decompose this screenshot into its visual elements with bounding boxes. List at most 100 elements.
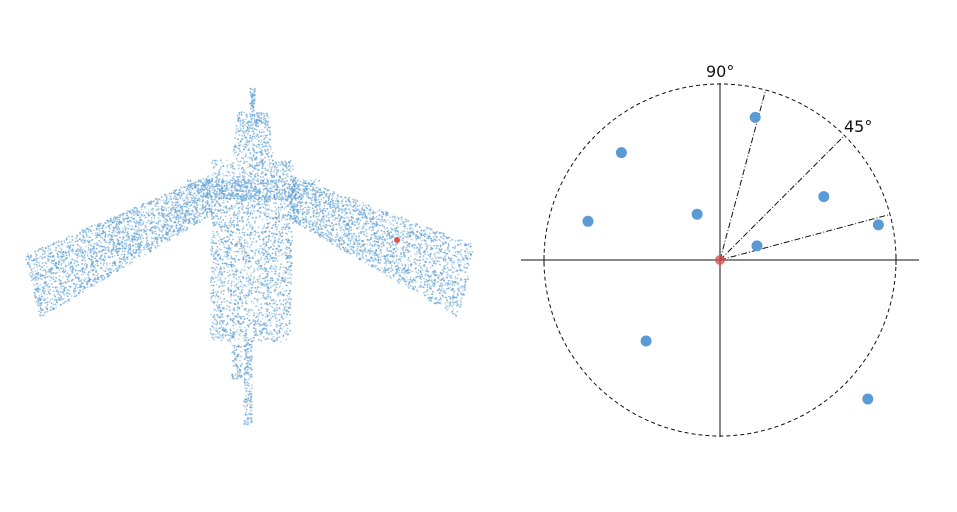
cloud-point <box>242 220 245 223</box>
cloud-point <box>209 203 212 206</box>
cloud-point <box>126 214 128 217</box>
cloud-point <box>282 163 284 166</box>
cloud-point <box>215 336 217 338</box>
cloud-point <box>248 319 251 321</box>
cloud-point <box>126 253 129 256</box>
cloud-point <box>254 280 257 283</box>
cloud-point <box>206 201 209 204</box>
cloud-point <box>286 268 289 271</box>
cloud-point <box>101 224 104 227</box>
cloud-point <box>44 250 46 253</box>
cloud-point <box>216 221 219 224</box>
cloud-point <box>99 257 101 260</box>
cloud-point <box>82 258 85 261</box>
cloud-point <box>220 339 223 342</box>
cloud-point <box>214 203 217 206</box>
cloud-point <box>40 255 42 258</box>
cloud-point <box>290 262 293 264</box>
cloud-point <box>229 317 232 320</box>
cloud-point <box>109 241 111 244</box>
cloud-point <box>233 315 236 317</box>
cloud-point <box>54 280 57 283</box>
cloud-point <box>268 283 270 285</box>
cloud-point <box>283 290 286 293</box>
cloud-point <box>39 273 42 276</box>
cloud-point <box>257 164 260 167</box>
cloud-point <box>229 335 232 337</box>
cloud-point <box>261 163 263 166</box>
cloud-point <box>288 161 291 164</box>
cloud-point <box>173 197 175 200</box>
cloud-point <box>271 163 274 166</box>
cloud-point <box>452 308 455 310</box>
cloud-point <box>266 337 269 339</box>
cloud-point <box>49 279 52 282</box>
cloud-point <box>282 242 285 245</box>
cloud-point <box>112 228 115 230</box>
cloud-point <box>226 271 229 274</box>
cloud-point <box>242 245 245 247</box>
cloud-point <box>285 182 287 185</box>
cloud-point <box>132 251 135 254</box>
cloud-point <box>135 210 138 212</box>
cloud-point <box>235 180 238 183</box>
cloud-point <box>218 304 221 307</box>
cloud-point <box>258 200 261 203</box>
cloud-point <box>134 206 137 209</box>
cloud-point <box>260 179 263 182</box>
cloud-point <box>268 292 271 294</box>
cloud-point <box>55 306 58 309</box>
cloud-point <box>216 330 218 333</box>
cloud-point <box>218 286 221 288</box>
cloud-point <box>91 250 94 252</box>
cloud-point <box>249 279 252 282</box>
cloud-point <box>281 188 284 191</box>
cloud-point <box>113 226 116 229</box>
cloud-point <box>76 239 79 242</box>
cloud-point <box>274 181 276 184</box>
cloud-point <box>117 225 120 228</box>
cloud-point <box>154 230 157 233</box>
cloud-point <box>255 322 257 325</box>
cloud-point <box>236 228 239 231</box>
cloud-point <box>250 275 253 277</box>
cloud-point <box>274 225 277 228</box>
cloud-point <box>242 168 245 171</box>
cloud-point <box>143 214 146 217</box>
cloud-point <box>176 233 179 236</box>
cloud-point <box>278 215 280 217</box>
cloud-point <box>229 174 231 177</box>
cloud-point <box>289 165 292 168</box>
cloud-point <box>70 265 72 268</box>
cloud-point <box>50 306 52 308</box>
cloud-point <box>282 299 285 302</box>
cloud-point <box>70 270 72 272</box>
cloud-point <box>102 224 105 227</box>
cloud-point <box>39 311 42 314</box>
cloud-point <box>194 197 197 200</box>
cloud-point <box>267 319 270 322</box>
cloud-point <box>80 248 82 251</box>
cloud-point <box>282 173 284 176</box>
cloud-point <box>212 255 215 257</box>
cloud-point <box>220 184 223 187</box>
cloud-point <box>409 269 411 272</box>
cloud-point <box>145 212 148 214</box>
cloud-point <box>129 247 132 250</box>
cloud-point <box>240 328 243 331</box>
cloud-point <box>171 214 174 216</box>
cloud-point <box>240 202 243 205</box>
cloud-point <box>46 305 49 308</box>
cloud-point <box>189 180 192 182</box>
cloud-point <box>265 201 268 204</box>
cloud-point <box>164 215 167 217</box>
cloud-point <box>173 208 176 211</box>
cloud-point <box>243 175 246 178</box>
cloud-point <box>240 243 243 246</box>
cloud-point <box>247 292 250 294</box>
cloud-point <box>215 250 218 253</box>
cloud-point <box>260 332 263 334</box>
cloud-point <box>217 298 220 300</box>
cloud-point <box>78 280 81 283</box>
cloud-point <box>286 246 288 249</box>
